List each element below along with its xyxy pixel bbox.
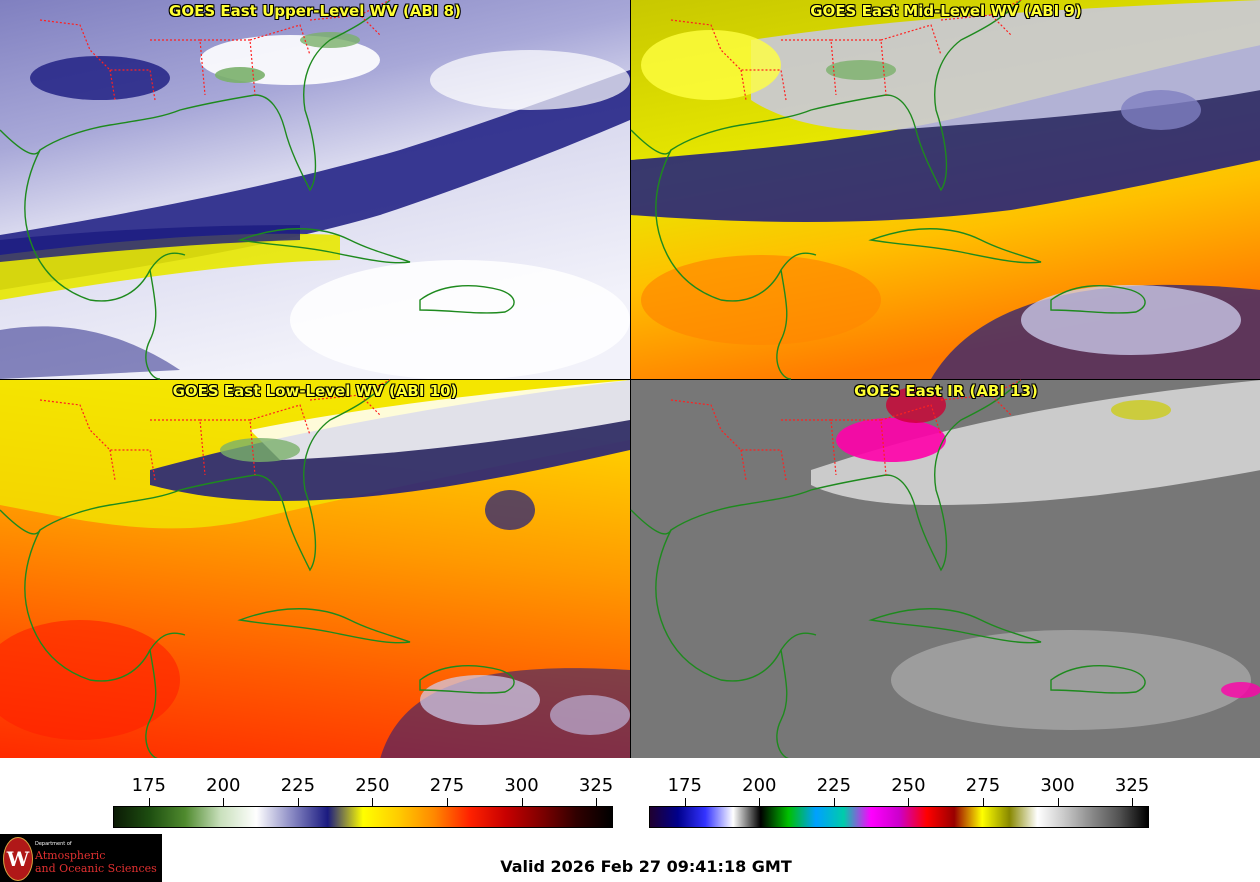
colorbar-infrared [649,806,1149,828]
panel-title: GOES East Upper-Level WV (ABI 8) [169,2,461,20]
panel-ir: GOES East IR (ABI 13) [631,380,1260,759]
panel-divider-horizontal [0,379,1260,380]
colorbar-tick [759,798,761,806]
colorbar-tick [1132,798,1134,806]
colorbar-tick-label: 175 [667,775,702,796]
panel-upper-level-wv: GOES East Upper-Level WV (ABI 8) [0,0,630,379]
colorbar-tick [446,798,448,806]
colorbar-tick [148,798,150,806]
colorbar-tick-label: 250 [891,775,926,796]
colorbar-tick-label: 325 [1114,775,1150,796]
upper-level-wv-image [0,0,630,379]
panel-title: GOES East IR (ABI 13) [854,382,1038,400]
colorbar-tick-label: 250 [355,775,390,796]
colorbar-tick-label: 325 [578,775,614,796]
colorbar-tick [1057,798,1059,806]
panel-title: GOES East Mid-Level WV (ABI 9) [810,2,1082,20]
colorbar-tick [297,798,299,806]
logo-department: Department of [35,841,72,847]
colorbar-tick [521,798,523,806]
logo-line1: Atmospheric [35,849,106,862]
colorbar-tick [223,798,225,806]
valid-time: Valid 2026 Feb 27 09:41:18 GMT [500,857,792,876]
panel-mid-level-wv: GOES East Mid-Level WV (ABI 9) [631,0,1260,379]
colorbar-tick [833,798,835,806]
colorbar-tick [596,798,598,806]
panel-title: GOES East Low-Level WV (ABI 10) [172,382,458,400]
colorbar-tick-label: 275 [429,775,465,796]
colorbar-tick [908,798,910,806]
colorbar-tick-label: 200 [742,775,777,796]
ir-image [631,380,1260,759]
colorbar-tick-label: 175 [131,775,166,796]
panel-low-level-wv: GOES East Low-Level WV (ABI 10) [0,380,630,759]
colorbar-tick [684,798,686,806]
colorbar-tick [372,798,374,806]
logo-line2: and Oceanic Sciences [35,862,157,875]
uw-seal-icon: W [3,837,33,881]
colorbar-tick-label: 200 [206,775,241,796]
colorbar-tick-label: 300 [1040,775,1075,796]
aos-logo: W Department of Atmospheric and Oceanic … [0,834,162,882]
colorbar-tick-label: 300 [504,775,539,796]
colorbar-tick-label: 225 [280,775,316,796]
colorbar-tick-label: 275 [965,775,1001,796]
colorbar-water-vapor [113,806,613,828]
low-level-wv-image [0,380,630,759]
colorbar-tick-label: 225 [816,775,852,796]
colorbar-tick [982,798,984,806]
mid-level-wv-image [631,0,1260,379]
